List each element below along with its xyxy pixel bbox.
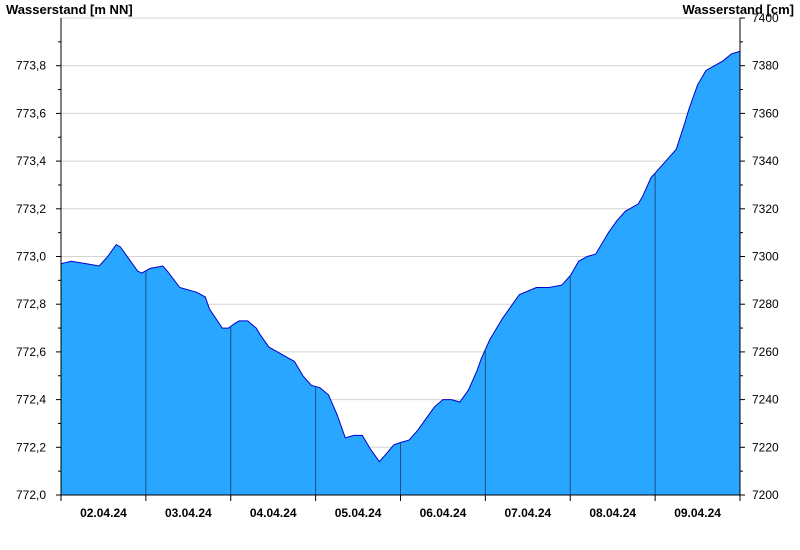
date-label: 08.04.24 <box>589 506 636 520</box>
right-tick-label: 7260 <box>752 345 779 359</box>
left-tick-label: 772,6 <box>16 345 46 359</box>
left-tick-label: 772,8 <box>16 297 46 311</box>
right-tick-label: 7380 <box>752 59 779 73</box>
left-tick-label: 772,4 <box>16 393 46 407</box>
left-tick-label: 773,0 <box>16 250 46 264</box>
left-tick-label: 773,4 <box>16 154 46 168</box>
axes: 772,0 772,2 772,4 772,6 772,8 773,0 773,2 773,4… <box>16 11 779 520</box>
date-label: 09.04.24 <box>674 506 721 520</box>
left-axis-title: Wasserstand [m NN] <box>6 2 133 17</box>
right-tick-label: 7200 <box>752 488 779 502</box>
right-tick-label: 7400 <box>752 11 779 25</box>
left-tick-label: 773,2 <box>16 202 46 216</box>
right-tick-label: 7360 <box>752 106 779 120</box>
date-label: 04.04.24 <box>250 506 297 520</box>
date-label: 02.04.24 <box>80 506 127 520</box>
date-label: 03.04.24 <box>165 506 212 520</box>
water-level-line <box>60 50 741 463</box>
right-tick-label: 7220 <box>752 440 779 454</box>
left-tick-label: 772,2 <box>16 440 46 454</box>
right-tick-label: 7300 <box>752 250 779 264</box>
date-label: 06.04.24 <box>420 506 467 520</box>
right-axis-title: Wasserstand [cm] <box>683 2 795 17</box>
date-label: 05.04.24 <box>335 506 382 520</box>
left-tick-label: 773,8 <box>16 59 46 73</box>
left-tick-label: 773,6 <box>16 106 46 120</box>
date-label: 07.04.24 <box>504 506 551 520</box>
left-tick-label: 772,0 <box>16 488 46 502</box>
right-tick-label: 7320 <box>752 202 779 216</box>
plot-area <box>60 50 741 496</box>
right-tick-label: 7340 <box>752 154 779 168</box>
right-tick-label: 7280 <box>752 297 779 311</box>
right-tick-label: 7240 <box>752 393 779 407</box>
